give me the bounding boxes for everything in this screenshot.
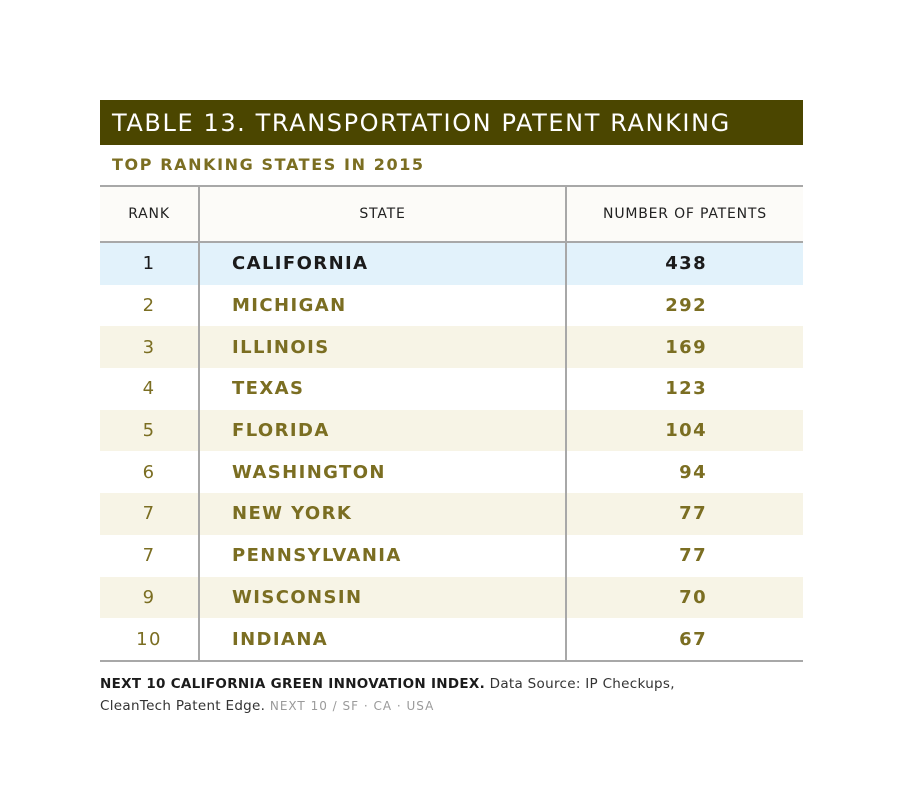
table-row: 1 CALIFORNIA 438 [100,243,803,285]
table-title: TABLE 13. TRANSPORTATION PATENT RANKING [112,108,731,137]
patents-cell: 67 [679,628,707,650]
state-cell: CALIFORNIA [200,243,567,285]
column-header-patents: NUMBER OF PATENTS [603,206,767,222]
table-row: 3 ILLINOIS 169 [100,326,803,369]
column-header-rank: RANK [100,187,200,241]
table-row: 7 NEW YORK 77 [100,493,803,535]
source-org-title: NEXT 10 CALIFORNIA GREEN INNOVATION INDE… [100,676,486,692]
table-subtitle: TOP RANKING STATES IN 2015 [112,155,425,174]
patents-cell: 77 [679,545,707,567]
table-row: 2 MICHIGAN 292 [100,284,803,327]
rank-cell: 9 [100,576,200,619]
state-cell: FLORIDA [200,409,567,452]
source-footer: NEXT 10 CALIFORNIA GREEN INNOVATION INDE… [100,673,803,717]
patents-cell: 77 [679,503,707,525]
patents-cell: 104 [665,420,707,442]
patents-cell: 292 [665,295,707,317]
state-cell: MICHIGAN [200,284,567,327]
rank-cell: 2 [100,284,200,327]
column-header-state: STATE [200,187,567,241]
rank-cell: 3 [100,326,200,369]
table-row: 5 FLORIDA 104 [100,409,803,452]
org-location: NEXT 10 / SF · CA · USA [269,699,435,713]
rank-cell: 5 [100,409,200,452]
patents-cell: 438 [665,253,707,275]
source-text: Data Source: IP Checkups, [489,676,675,692]
rank-cell: 7 [100,534,200,577]
rank-cell: 1 [100,243,200,285]
footer-line-2: CleanTech Patent Edge. NEXT 10 / SF · CA… [100,695,803,717]
rank-cell: 6 [100,451,200,494]
rank-cell: 10 [100,618,200,660]
table-row: 4 TEXAS 123 [100,368,803,410]
ranking-table: RANK STATE NUMBER OF PATENTS 1 CALIFORNI… [100,185,803,662]
state-cell: ILLINOIS [200,326,567,369]
table-title-bar: TABLE 13. TRANSPORTATION PATENT RANKING [100,100,803,145]
table-row: 7 PENNSYLVANIA 77 [100,534,803,577]
state-cell: NEW YORK [200,493,567,535]
state-cell: INDIANA [200,618,567,660]
table-row: 6 WASHINGTON 94 [100,451,803,494]
table-header-row: RANK STATE NUMBER OF PATENTS [100,187,803,243]
patents-cell: 169 [665,336,707,358]
rank-cell: 4 [100,368,200,410]
state-cell: TEXAS [200,368,567,410]
state-cell: PENNSYLVANIA [200,534,567,577]
patents-cell: 70 [679,586,707,608]
footer-line-1: NEXT 10 CALIFORNIA GREEN INNOVATION INDE… [100,673,803,695]
table-row: 9 WISCONSIN 70 [100,576,803,619]
patents-cell: 94 [679,461,707,483]
state-cell: WISCONSIN [200,576,567,619]
table-row: 10 INDIANA 67 [100,618,803,660]
state-cell: WASHINGTON [200,451,567,494]
patents-cell: 123 [665,378,707,400]
rank-cell: 7 [100,493,200,535]
source-text-2: CleanTech Patent Edge. [100,698,266,714]
